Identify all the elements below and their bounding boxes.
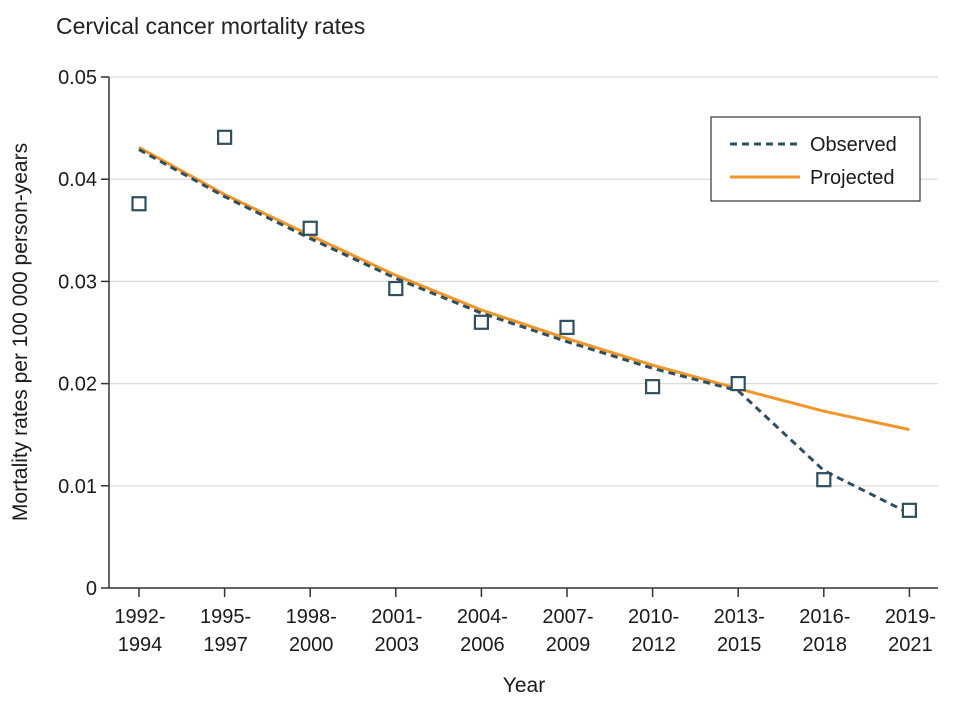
x-tick-label-1: 1995- 1997 <box>200 606 251 656</box>
x-tick-label-line: 2003 <box>375 634 420 656</box>
x-tick-label-line: 2018 <box>803 634 848 656</box>
data-point-marker-1 <box>217 129 233 145</box>
x-tick-label-line: 1994 <box>118 634 163 656</box>
legend-box <box>710 116 921 202</box>
x-tick-label-line: 2000 <box>289 634 334 656</box>
data-point-marker-7 <box>730 376 746 392</box>
x-tick-label-8: 2016- 2018 <box>799 606 850 656</box>
x-tick-label-line: 2021 <box>888 634 933 656</box>
x-tick-label-line: 2007- <box>542 606 593 628</box>
x-tick-label-line: 1997 <box>203 634 248 656</box>
data-point-marker-5 <box>559 319 575 335</box>
x-tick-label-7: 2013- 2015 <box>714 606 765 656</box>
x-tick-label-line: 2006 <box>460 634 505 656</box>
y-tick-label-3: 0.03 <box>58 271 97 293</box>
x-tick-label-line: 2004- <box>457 606 508 628</box>
data-point-marker-0 <box>131 196 147 212</box>
x-tick-label-line: 2012 <box>631 634 676 656</box>
series-line-observed <box>138 148 911 515</box>
x-tick-label-3: 2001- 2003 <box>371 606 422 656</box>
x-tick-label-line: 2015 <box>717 634 762 656</box>
x-tick-label-line: 1992- <box>114 606 165 628</box>
data-point-marker-4 <box>473 314 489 330</box>
x-tick-label-line: 2010- <box>628 606 679 628</box>
x-tick-label-4: 2004- 2006 <box>457 606 508 656</box>
legend-label-projected: Projected <box>810 167 895 189</box>
y-tick-label-4: 0.04 <box>58 169 97 191</box>
legend: Observed Projected <box>710 116 921 202</box>
data-point-marker-9 <box>901 502 918 518</box>
y-ticks: 0 0.01 0.02 0.03 0.04 0.05 <box>58 67 97 600</box>
data-point-marker-6 <box>644 379 661 395</box>
y-tick-label-5: 0.05 <box>58 67 97 89</box>
y-tick-label-1: 0.01 <box>58 476 97 498</box>
series-line-projected <box>138 146 910 432</box>
series-layer <box>138 146 911 515</box>
x-tick-label-line: 1995- <box>200 606 251 628</box>
x-tick-label-line: 2009 <box>546 634 591 656</box>
x-tick-label-0: 1992- 1994 <box>114 606 165 656</box>
x-tick-label-5: 2007- 2009 <box>542 606 593 656</box>
x-ticks: 1992- 1994 1995- 1997 1998- 2000 2001- 2003 2004… <box>114 606 936 656</box>
x-tick-label-9: 2019- 2021 <box>885 606 936 656</box>
data-point-marker-8 <box>816 472 832 488</box>
y-tick-label-2: 0.02 <box>58 374 97 396</box>
x-tick-label-line: 1998- <box>286 606 337 628</box>
y-tick-label-0: 0 <box>86 578 97 600</box>
data-point-marker-2 <box>302 220 318 236</box>
x-tick-label-line: 2013- <box>714 606 765 628</box>
x-tick-label-line: 2019- <box>885 606 936 628</box>
x-axis-title: Year <box>503 674 545 697</box>
y-axis-title: Mortality rates per 100 000 person-years <box>9 143 32 521</box>
axes <box>101 76 938 597</box>
x-tick-label-2: 1998- 2000 <box>286 606 337 656</box>
x-tick-label-6: 2010- 2012 <box>628 606 679 656</box>
marker-layer <box>131 129 918 518</box>
x-tick-label-line: 2001- <box>371 606 422 628</box>
chart-title: Cervical cancer mortality rates <box>56 13 365 39</box>
data-point-marker-3 <box>388 280 404 297</box>
legend-label-observed: Observed <box>810 134 897 156</box>
x-tick-label-line: 2016- <box>799 606 850 628</box>
